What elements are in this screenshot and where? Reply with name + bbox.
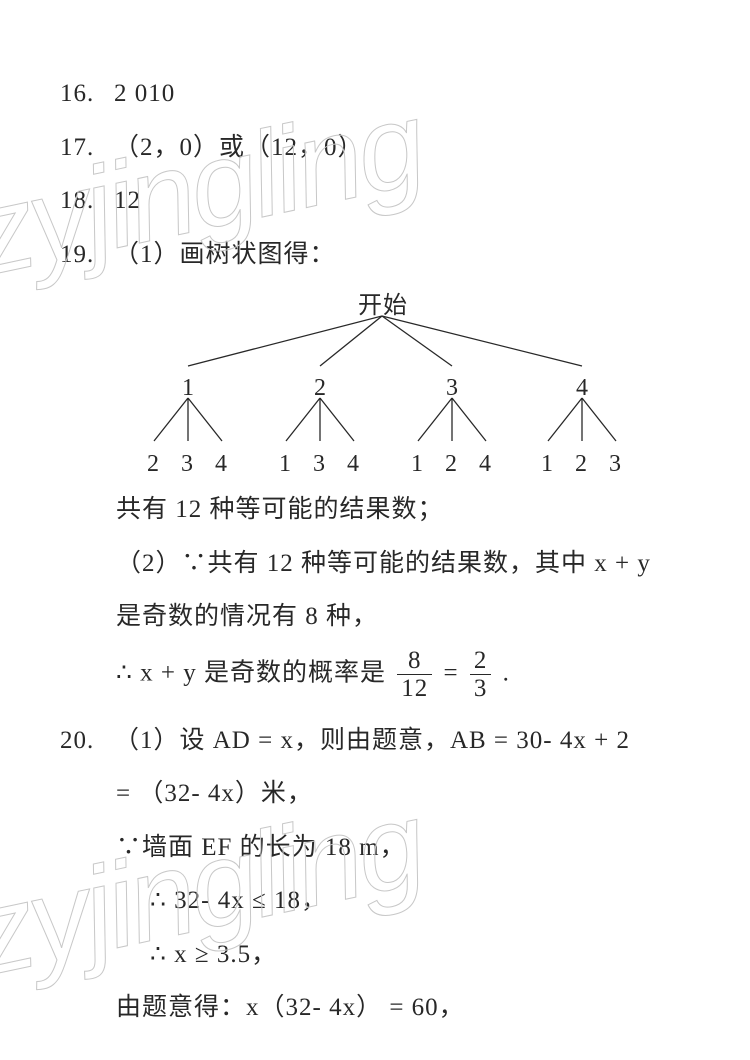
item-text: 2 010 xyxy=(114,80,175,107)
tree-l2-node: 1 xyxy=(411,442,424,488)
item-19-part2-line2: 是奇数的情况有 8 种， xyxy=(60,593,700,641)
tree-root-label: 开始 xyxy=(358,284,408,330)
tree-l2-node: 4 xyxy=(347,442,360,488)
tree-l2-node: 4 xyxy=(479,442,492,488)
item-20-line1: 20.（1）设 AD = x，则由题意，AB = 30- 4x + 2 xyxy=(60,717,700,765)
item-text: （1）设 AD = x，则由题意，AB = 30- 4x + 2 xyxy=(114,727,630,754)
tree-l2-node: 1 xyxy=(279,442,292,488)
tree-lines xyxy=(130,286,690,476)
tree-l2-node: 3 xyxy=(313,442,326,488)
tree-l2-node: 3 xyxy=(181,442,194,488)
item-text: 12 xyxy=(114,187,141,214)
page-content: 16.2 010 17.（2，0）或（12，0） 18.12 19.（1）画树状… xyxy=(0,0,750,1032)
item-19-summary: 共有 12 种等可能的结果数； xyxy=(60,486,700,534)
tree-l1-node: 1 xyxy=(182,366,195,412)
item-16: 16.2 010 xyxy=(60,70,700,118)
fraction-numerator: 2 xyxy=(470,647,492,675)
item-text: （2，0）或（12，0） xyxy=(114,134,364,161)
tree-diagram: 开始 1 2 3 4 2 3 4 1 3 4 1 2 4 1 2 3 xyxy=(130,286,700,476)
item-19-part1: 19.（1）画树状图得： xyxy=(60,231,700,279)
tree-l1-node: 3 xyxy=(446,366,459,412)
item-number: 16. xyxy=(60,70,114,118)
tree-l1-node: 2 xyxy=(314,366,327,412)
item-number: 17. xyxy=(60,124,114,172)
item-19-part2-line1: （2）∵共有 12 种等可能的结果数，其中 x + y xyxy=(60,540,700,588)
item-18: 18.12 xyxy=(60,177,700,225)
fraction-numerator: 8 xyxy=(397,647,432,675)
item-number: 20. xyxy=(60,717,114,765)
item-number: 19. xyxy=(60,231,114,279)
tree-l2-node: 1 xyxy=(541,442,554,488)
tree-l2-node: 2 xyxy=(147,442,160,488)
item-17: 17.（2，0）或（12，0） xyxy=(60,124,700,172)
tree-l2-node: 2 xyxy=(445,442,458,488)
item-20-line6: 由题意得：x（32- 4x） = 60， xyxy=(60,984,700,1032)
item-number: 18. xyxy=(60,177,114,225)
tree-l2-node: 2 xyxy=(575,442,588,488)
item-19-conclusion: ∴ x + y 是奇数的概率是 8 12 = 2 3 . xyxy=(60,647,700,703)
tree-l2-node: 4 xyxy=(215,442,228,488)
item-20-line2: = （32- 4x）米， xyxy=(60,770,700,818)
fraction-8-12: 8 12 xyxy=(397,647,432,703)
item-20-line3: ∵墙面 EF 的长为 18 m， xyxy=(60,824,700,872)
tree-l1-node: 4 xyxy=(576,366,589,412)
item-20-line4: ∴ 32- 4x ≤ 18， xyxy=(60,877,700,925)
fraction-2-3: 2 3 xyxy=(470,647,492,703)
conclusion-suffix: . xyxy=(503,659,510,686)
tree-l2-node: 3 xyxy=(609,442,622,488)
item-20-line5: ∴ x ≥ 3.5， xyxy=(60,931,700,979)
fraction-denominator: 12 xyxy=(397,675,432,703)
equals-sign: = xyxy=(444,659,466,686)
fraction-denominator: 3 xyxy=(470,675,492,703)
item-text: （1）画树状图得： xyxy=(114,241,336,268)
conclusion-prefix: ∴ x + y 是奇数的概率是 xyxy=(116,659,386,686)
